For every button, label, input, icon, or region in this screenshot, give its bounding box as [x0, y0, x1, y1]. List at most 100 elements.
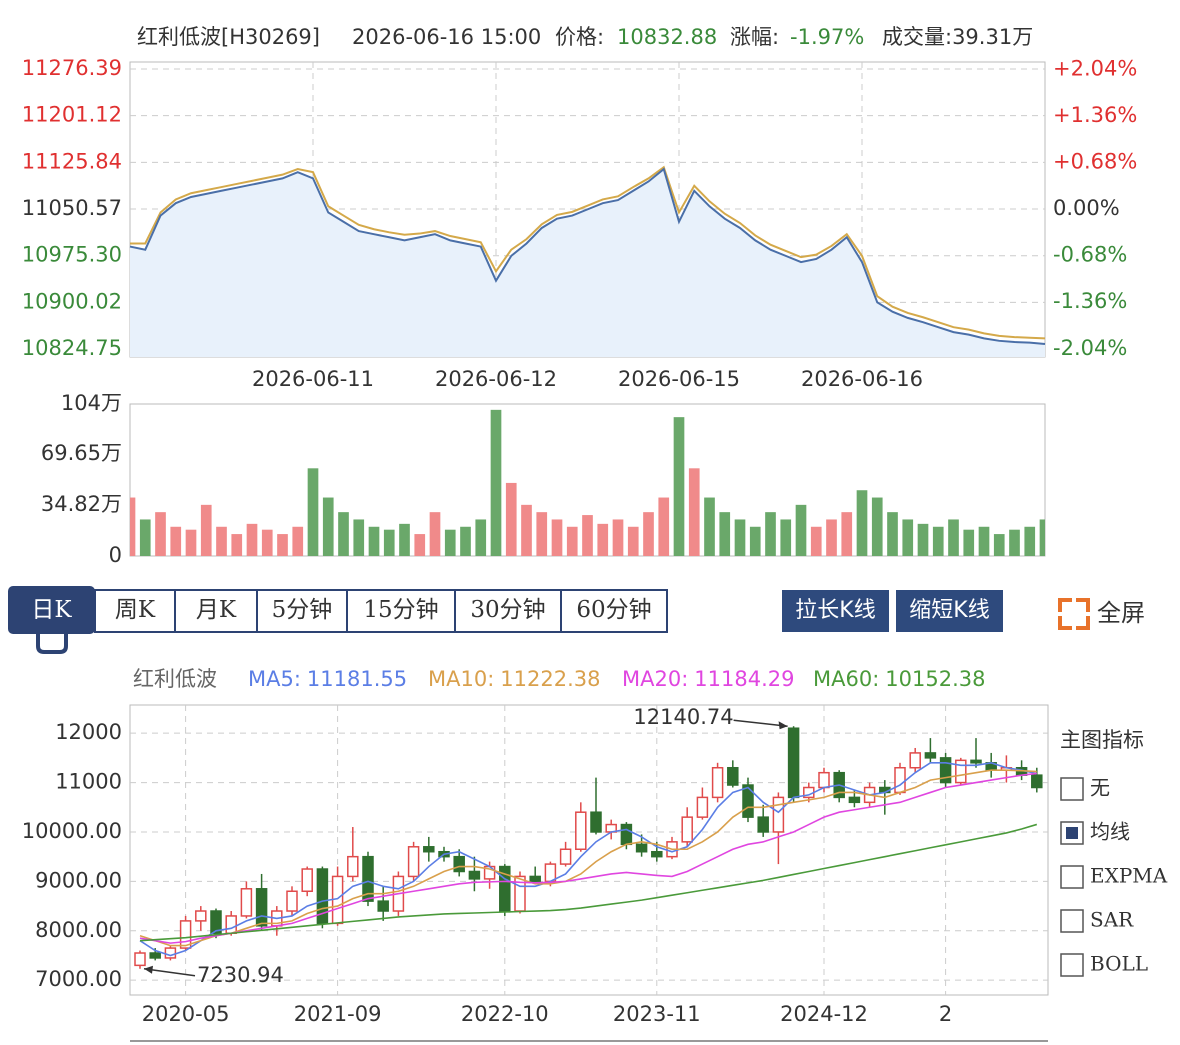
legend-value: 10152.38 [885, 667, 985, 691]
tab-label[interactable]: 60分钟 [576, 597, 651, 623]
volume-bar [826, 519, 837, 556]
y-tick-label: 34.82万 [41, 492, 122, 516]
volume-bar [231, 534, 243, 556]
checkbox-label[interactable]: SAR [1090, 908, 1134, 932]
volume-bar [719, 512, 731, 556]
button[interactable] [896, 590, 1003, 632]
legend-name: MA5: [248, 667, 301, 691]
volume-bar [887, 512, 898, 556]
header-change: -1.97% [790, 25, 864, 49]
volume-bar [1024, 526, 1036, 556]
y-tick-label: 11201.12 [22, 103, 122, 127]
legend-value: 11181.55 [307, 667, 407, 691]
candle-body [955, 759, 967, 784]
tab-selected[interactable] [8, 586, 95, 634]
line [129, 167, 1046, 345]
candle-body [620, 823, 633, 846]
volume-bar [429, 512, 441, 556]
candle-body [590, 811, 602, 833]
tab-pointer [36, 630, 68, 654]
candle-body [727, 766, 739, 786]
y-tick-label: 69.65万 [41, 441, 122, 465]
tab[interactable] [174, 589, 258, 633]
candle-body [1031, 774, 1043, 789]
tab[interactable] [256, 589, 348, 633]
tab-label[interactable]: 30分钟 [470, 597, 545, 623]
fullscreen-label[interactable]: 全屏 [1097, 599, 1145, 627]
volume-bar [292, 526, 304, 556]
x-tick-label: 2022-10 [461, 1002, 549, 1026]
candle-body [575, 811, 587, 851]
x-tick-label: 2026-06-15 [618, 367, 740, 391]
candle-body [696, 796, 709, 818]
volume-bar [185, 529, 197, 556]
checkbox[interactable] [1060, 909, 1084, 933]
y-tick-label: 12000 [55, 720, 122, 744]
button-label[interactable]: 拉长K线 [795, 598, 875, 623]
x-tick-label: 2023-11 [613, 1002, 701, 1026]
y-tick-label: 10000.00 [22, 819, 122, 843]
legend-entry: MA10: 11222.38 [428, 667, 600, 691]
volume-bar [277, 534, 288, 556]
tab[interactable] [560, 589, 668, 633]
area [130, 169, 1045, 357]
legend-name: MA60: [813, 667, 879, 691]
volume-bar [155, 512, 166, 556]
volume-bar [658, 497, 670, 556]
tab-label[interactable]: 5分钟 [272, 597, 333, 623]
volume-bar [582, 515, 593, 556]
candle-body [347, 855, 359, 878]
volume-bar [216, 526, 227, 556]
volume-bar [765, 512, 776, 556]
checkbox-label[interactable]: BOLL [1090, 952, 1148, 976]
candle-body [225, 915, 237, 934]
fullscreen-icon[interactable] [1058, 598, 1090, 630]
volume-bar [246, 523, 258, 556]
button-label[interactable]: 缩短K线 [909, 598, 989, 623]
button[interactable] [782, 590, 889, 632]
volume-bar [856, 490, 868, 556]
checkbox[interactable] [1060, 777, 1084, 801]
tab-label[interactable]: 月K [196, 597, 237, 623]
volume-bar [139, 519, 151, 556]
candle-body [894, 766, 906, 794]
tab[interactable] [454, 589, 562, 633]
volume-bar [322, 497, 334, 556]
candle-body [924, 752, 937, 759]
candle-body [407, 846, 420, 878]
y-tick-label: 11050.57 [22, 196, 122, 220]
tab-label[interactable]: 15分钟 [363, 597, 438, 623]
volume-bar [673, 417, 685, 556]
x-tick-label: 2026-06-16 [801, 367, 923, 391]
header-title: 红利低波[H30269] [137, 25, 320, 49]
volume-bar [490, 409, 502, 556]
header-label: 涨幅: [730, 25, 779, 49]
candle-body [195, 910, 207, 922]
checkbox-label[interactable]: EXPMA [1090, 864, 1168, 888]
checkbox[interactable] [1060, 865, 1084, 889]
y-tick-label: 11125.84 [22, 149, 122, 173]
volume-bar [612, 519, 624, 556]
candle-body [210, 910, 222, 934]
tab-label[interactable]: 日K [31, 597, 72, 623]
legend-value: 11222.38 [500, 667, 600, 691]
volume-bar [749, 526, 761, 556]
volume-bar [704, 497, 715, 556]
ma-line [139, 823, 1038, 942]
volume-bar [993, 534, 1005, 556]
y2-tick-label: +1.36% [1053, 103, 1137, 127]
volume-bar [902, 519, 914, 556]
header-label: 价格: [555, 25, 604, 49]
checkbox-label[interactable]: 均线 [1090, 820, 1130, 844]
checkbox-mark [1066, 827, 1078, 839]
candle-body [939, 757, 952, 784]
ma-line [139, 769, 1037, 947]
volume-bar [780, 519, 792, 556]
volume-bar [505, 482, 517, 556]
y-tick-label: 10900.02 [22, 289, 122, 313]
checkbox[interactable] [1060, 953, 1084, 977]
tab-label[interactable]: 周K [115, 597, 156, 623]
candle-body [423, 846, 435, 853]
checkbox-label[interactable]: 无 [1090, 776, 1110, 800]
tab[interactable] [94, 589, 176, 633]
